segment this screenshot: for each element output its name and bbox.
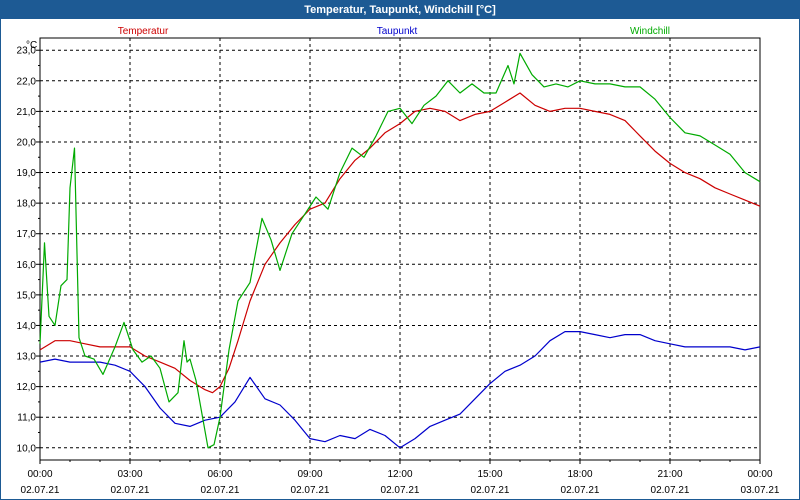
x-tick-label-date: 02.07.21 — [651, 485, 690, 496]
y-tick-label: 17,0 — [17, 229, 37, 240]
x-tick-label-date: 02.07.21 — [291, 485, 330, 496]
y-tick-label: 18,0 — [17, 199, 37, 210]
y-tick-label: 20,0 — [17, 137, 37, 148]
x-tick-label-time: 15:00 — [477, 469, 502, 480]
x-tick-label-time: 12:00 — [387, 469, 412, 480]
legend: Temperatur Taupunkt Windchill — [118, 26, 670, 37]
series-line-taupunkt — [39, 331, 761, 449]
series-line-temperatur — [39, 92, 761, 394]
legend-taupunkt: Taupunkt — [377, 26, 418, 37]
y-tick-label: 23,0 — [17, 46, 37, 57]
x-tick-label-date: 02.07.21 — [111, 485, 150, 496]
x-tick-label-time: 00:00 — [27, 469, 52, 480]
x-tick-label-time: 21:00 — [657, 469, 682, 480]
x-tick-label-date: 02.07.21 — [381, 485, 420, 496]
y-tick-label: 22,0 — [17, 76, 37, 87]
series-lines — [39, 52, 761, 449]
x-tick-label-date: 02.07.21 — [21, 485, 60, 496]
legend-windchill: Windchill — [630, 26, 670, 37]
chart-title: Temperatur, Taupunkt, Windchill [°C] — [1, 1, 799, 19]
y-tick-label: 12,0 — [17, 382, 37, 393]
y-tick-label: 13,0 — [17, 352, 37, 363]
y-tick-label: 16,0 — [17, 260, 37, 271]
y-tick-label: 19,0 — [17, 168, 37, 179]
y-axis: 10,0 11,0 12,0 13,0 14,0 15,0 16,0 17,0 18,0 19,0… — [17, 46, 40, 454]
x-tick-label-date: 02.07.21 — [471, 485, 510, 496]
y-tick-label: 21,0 — [17, 107, 37, 118]
y-tick-label: 11,0 — [17, 413, 36, 424]
y-axis-unit: °C — [26, 40, 37, 51]
y-tick-label: 15,0 — [17, 290, 37, 301]
x-axis: 00:00 02.07.21 03:00 02.07.21 06:00 02.07.21 0… — [21, 460, 780, 496]
grid — [40, 38, 760, 460]
y-tick-label: 10,0 — [17, 443, 37, 454]
x-tick-label-time: 18:00 — [567, 469, 592, 480]
series-line-windchill — [39, 52, 761, 449]
x-tick-label-date: 02.07.21 — [561, 485, 600, 496]
x-tick-label-date: 03.07.21 — [741, 485, 780, 496]
x-tick-label-time: 03:00 — [117, 469, 142, 480]
x-tick-label-time: 06:00 — [207, 469, 232, 480]
y-tick-label: 14,0 — [17, 321, 37, 332]
x-tick-label-time: 09:00 — [297, 469, 322, 480]
x-tick-label-time: 00:00 — [747, 469, 772, 480]
legend-temperatur: Temperatur — [118, 26, 169, 37]
x-tick-label-date: 02.07.21 — [201, 485, 240, 496]
